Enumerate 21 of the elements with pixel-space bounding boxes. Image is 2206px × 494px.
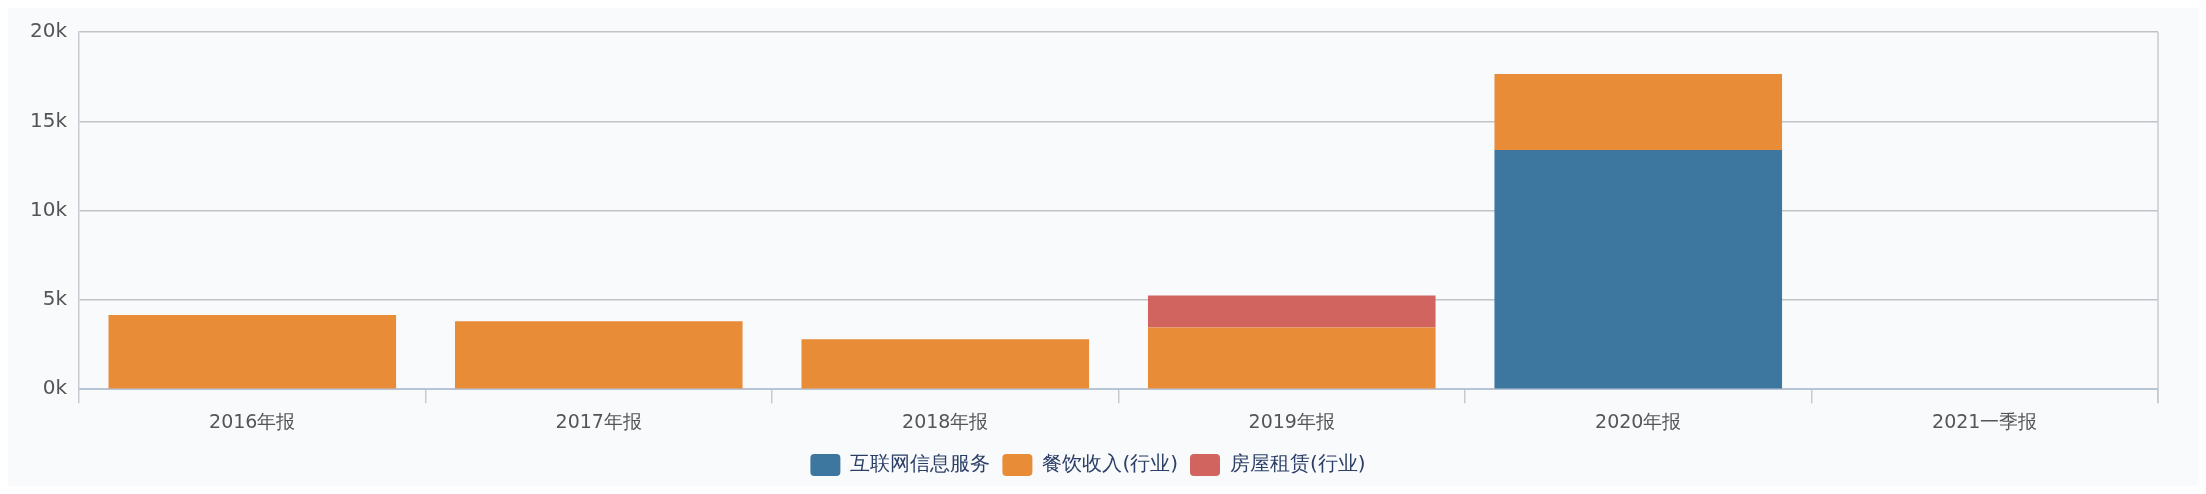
- y-tick-label: 5k: [42, 286, 68, 311]
- bar: [1147, 295, 1436, 328]
- x-tick-label: 2021一季报: [1932, 409, 2038, 432]
- x-tick-label: 2020年报: [1595, 409, 1682, 432]
- y-tick-label: 20k: [30, 18, 68, 43]
- y-tick-label: 0k: [42, 375, 68, 400]
- bar: [1494, 73, 1783, 150]
- x-tick-label: 2016年报: [209, 409, 296, 432]
- legend-label: 房屋租赁(行业): [1230, 451, 1366, 476]
- bar: [1494, 149, 1783, 389]
- x-tick-label: 2018年报: [902, 409, 989, 432]
- y-tick-label: 15k: [30, 107, 68, 132]
- x-tick-label: 2019年报: [1248, 409, 1335, 432]
- x-tick-label: 2017年报: [555, 409, 642, 432]
- legend-label: 互联网信息服务: [850, 451, 991, 476]
- y-tick-label: 10k: [30, 196, 68, 221]
- bar: [108, 315, 397, 389]
- bar: [801, 339, 1090, 389]
- bar: [454, 321, 743, 389]
- bar: [1147, 327, 1436, 389]
- legend-label: 餐饮收入(行业): [1042, 451, 1178, 476]
